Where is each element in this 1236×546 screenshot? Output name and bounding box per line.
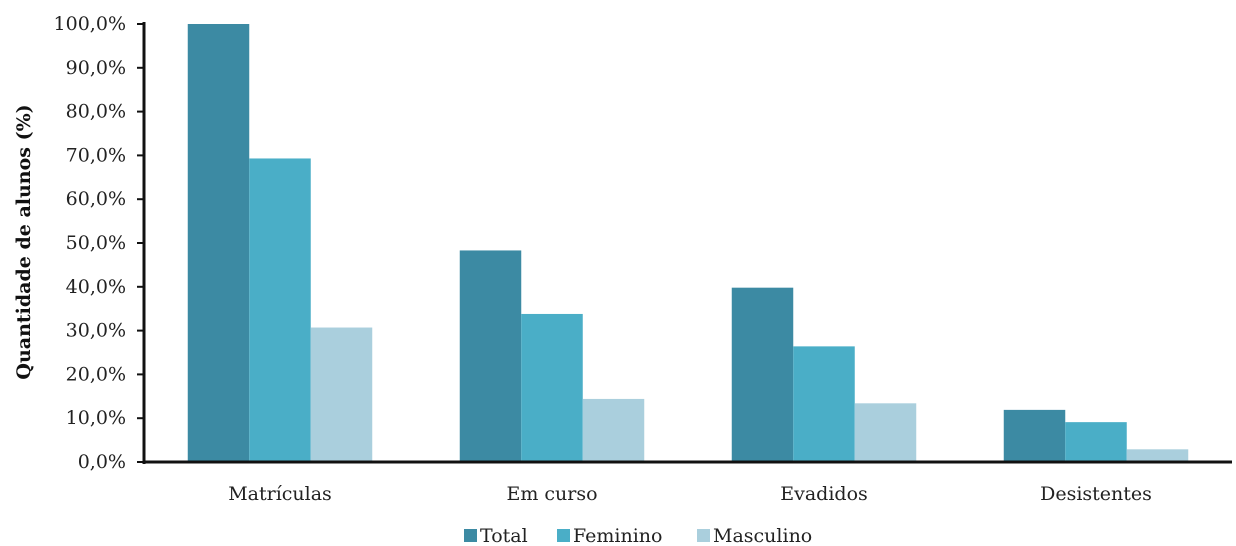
legend: Total Feminino Masculino — [464, 525, 812, 546]
bar-feminino-2 — [793, 346, 855, 462]
bars-group — [187, 24, 1189, 462]
y-tick-label: 10,0% — [66, 407, 126, 429]
x-category-label: Evadidos — [780, 483, 868, 505]
legend-label-feminino: Feminino — [573, 525, 662, 546]
bar-feminino-1 — [521, 313, 583, 462]
bar-feminino-0 — [249, 158, 311, 462]
y-tick-label: 70,0% — [66, 144, 126, 166]
y-tick-label: 50,0% — [66, 232, 126, 254]
y-axis-ticks: 0,0% 10,0% 20,0% 30,0% 40,0% 50,0% 60,0% 70,0% 8… — [54, 13, 144, 473]
y-tick-label: 100,0% — [54, 13, 126, 35]
bar-total-3 — [1003, 409, 1066, 462]
bar-masculino-0 — [310, 327, 373, 462]
x-category-label: Matrículas — [228, 483, 332, 505]
bar-masculino-1 — [582, 398, 645, 462]
y-tick-label: 0,0% — [78, 451, 126, 473]
bar-masculino-3 — [1126, 449, 1189, 462]
bar-total-0 — [187, 24, 250, 462]
legend-label-total: Total — [480, 525, 528, 546]
legend-swatch-masculino — [697, 529, 710, 542]
bar-masculino-2 — [854, 403, 917, 462]
y-axis-label: Quantidade de alunos (%) — [13, 104, 35, 379]
y-tick-label: 40,0% — [66, 276, 126, 298]
bar-total-1 — [459, 250, 522, 462]
x-category-label: Em curso — [506, 483, 597, 505]
y-tick-label: 30,0% — [66, 320, 126, 342]
x-axis-categories: Matrículas Em curso Evadidos Desistentes — [228, 483, 1152, 505]
legend-swatch-total — [464, 529, 477, 542]
y-tick-label: 90,0% — [66, 57, 126, 79]
bar-feminino-3 — [1065, 422, 1127, 462]
y-tick-label: 60,0% — [66, 188, 126, 210]
legend-swatch-feminino — [557, 529, 570, 542]
x-category-label: Desistentes — [1040, 483, 1152, 505]
bar-total-2 — [731, 287, 794, 462]
y-tick-label: 20,0% — [66, 363, 126, 385]
legend-label-masculino: Masculino — [713, 525, 812, 546]
y-tick-label: 80,0% — [66, 101, 126, 123]
